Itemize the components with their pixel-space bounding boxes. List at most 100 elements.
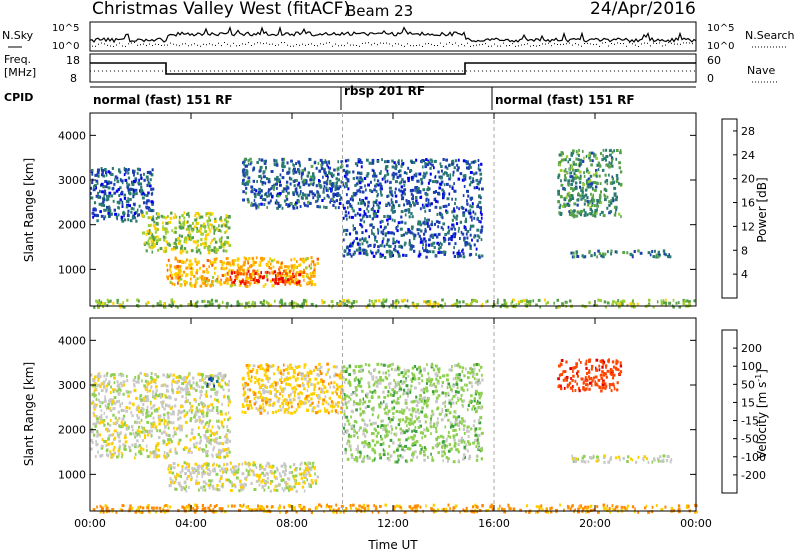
data-cell (363, 238, 365, 242)
data-cell (263, 161, 267, 165)
data-cell (142, 396, 145, 400)
data-cell (203, 480, 205, 484)
data-cell (578, 170, 582, 174)
data-cell (326, 163, 328, 167)
data-cell (330, 400, 333, 404)
data-cell (211, 261, 215, 265)
data-cell (206, 382, 209, 386)
data-cell (462, 211, 466, 215)
data-cell (259, 395, 262, 399)
data-cell (387, 222, 389, 226)
data-cell (373, 178, 376, 182)
data-cell (387, 201, 390, 205)
data-cell (400, 215, 403, 219)
data-cell (302, 268, 306, 272)
data-cell (411, 197, 415, 201)
data-cell (293, 281, 296, 285)
data-cell (350, 305, 352, 309)
data-cell (418, 228, 421, 232)
data-cell (194, 462, 198, 466)
data-cell (309, 266, 313, 270)
data-cell (193, 415, 196, 419)
data-cell (287, 186, 290, 190)
data-cell (467, 303, 471, 307)
data-cell (148, 236, 151, 240)
data-cell (158, 238, 162, 242)
data-cell (560, 153, 563, 157)
data-cell (269, 279, 273, 283)
data-cell (499, 305, 502, 309)
data-cell (252, 390, 255, 394)
data-cell (263, 257, 265, 261)
data-cell (207, 251, 211, 255)
data-cell (227, 388, 230, 392)
data-cell (257, 272, 259, 276)
data-cell (269, 266, 273, 270)
data-cell (309, 403, 311, 407)
data-cell (264, 159, 267, 163)
data-cell (259, 411, 263, 415)
data-cell (299, 192, 302, 196)
data-cell (147, 239, 150, 243)
data-cell (570, 153, 574, 157)
data-cell (319, 379, 323, 383)
data-cell (153, 378, 157, 382)
data-cell (176, 273, 180, 277)
data-cell (108, 434, 111, 438)
data-cell (242, 263, 246, 267)
data-cell (388, 216, 392, 220)
data-cell (227, 270, 230, 274)
data-cell (351, 206, 354, 210)
data-cell (464, 176, 467, 180)
noise-search-point (680, 43, 681, 45)
data-cell (116, 389, 119, 393)
data-cell (431, 233, 435, 237)
data-cell (206, 439, 210, 443)
data-cell (471, 224, 475, 228)
data-cell (167, 434, 170, 437)
data-cell (198, 372, 201, 376)
data-cell (123, 444, 127, 448)
data-cell (226, 261, 229, 264)
data-cell (217, 376, 219, 379)
cpid-label: CPID (4, 91, 33, 104)
data-cell (168, 221, 171, 225)
data-cell (113, 376, 116, 380)
power-ylabel: Slant Range [km] (22, 158, 36, 262)
data-cell (139, 452, 143, 456)
data-cell (299, 463, 302, 466)
data-cell (350, 215, 354, 219)
data-cell (366, 158, 369, 162)
data-cell (209, 438, 213, 442)
data-cell (272, 401, 276, 405)
noise-search-point (188, 45, 189, 47)
noise-search-point (404, 45, 405, 47)
data-cell (284, 481, 288, 484)
data-cell (237, 465, 240, 469)
data-cell (220, 278, 222, 282)
data-cell (150, 231, 153, 235)
data-cell (383, 226, 386, 230)
data-cell (96, 181, 99, 185)
data-cell (185, 227, 188, 231)
data-cell (196, 300, 199, 304)
data-cell (265, 471, 268, 475)
data-cell (390, 231, 394, 235)
data-cell (241, 302, 243, 306)
data-cell (310, 164, 314, 168)
data-cell (310, 479, 313, 482)
data-cell (478, 200, 482, 204)
data-cell (228, 430, 232, 434)
data-cell (128, 204, 131, 208)
data-cell (225, 220, 228, 224)
data-cell (189, 283, 193, 287)
data-cell (162, 235, 166, 239)
data-cell (288, 302, 291, 306)
data-cell (154, 385, 158, 389)
data-cell (532, 299, 535, 303)
data-cell (391, 159, 394, 163)
data-cell (96, 171, 100, 175)
data-cell (410, 212, 413, 215)
data-cell (290, 274, 294, 278)
data-cell (429, 158, 433, 162)
